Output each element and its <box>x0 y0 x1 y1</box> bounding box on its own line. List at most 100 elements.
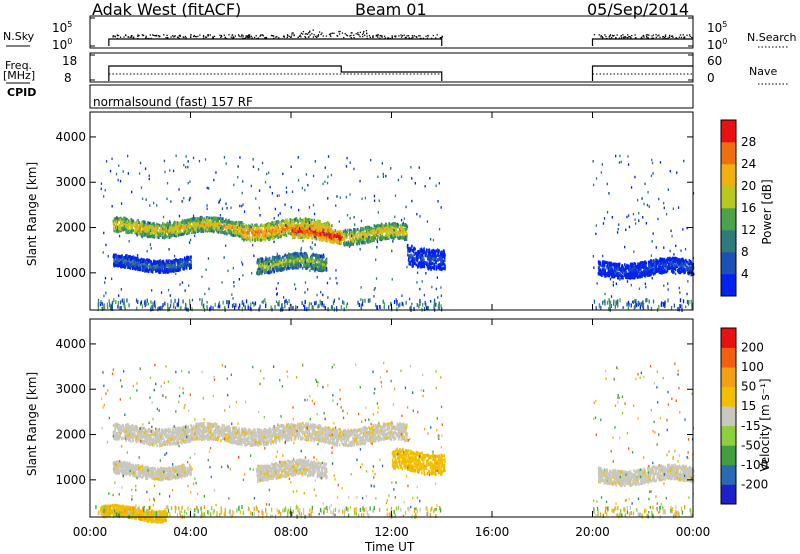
data-cell <box>312 259 315 263</box>
data-cell <box>146 264 148 268</box>
data-cell <box>152 268 154 271</box>
nsky-point <box>413 35 415 37</box>
data-cell <box>389 233 391 237</box>
data-cell <box>275 220 278 224</box>
data-cell <box>310 231 313 235</box>
data-cell <box>118 223 120 227</box>
data-cell <box>409 262 412 266</box>
data-cell <box>170 225 173 229</box>
data-cell <box>255 236 257 240</box>
data-cell <box>145 227 147 231</box>
data-cell <box>333 234 336 238</box>
nsky-point <box>253 36 256 39</box>
data-cell <box>118 229 121 232</box>
data-cell <box>344 228 347 232</box>
data-cell <box>301 253 304 256</box>
nsky-point <box>305 33 307 35</box>
data-cell <box>146 225 148 229</box>
data-cell <box>117 258 120 262</box>
data-cell <box>171 269 173 273</box>
data-cell <box>305 230 307 234</box>
data-cell <box>231 222 234 226</box>
data-cell <box>241 235 243 239</box>
data-cell <box>423 257 425 261</box>
nsky-point <box>598 34 600 36</box>
data-cell <box>165 268 168 272</box>
data-cell <box>183 220 186 224</box>
data-cell <box>354 231 356 235</box>
data-cell <box>206 216 208 219</box>
data-cell <box>312 265 315 269</box>
data-cell <box>183 264 186 268</box>
data-cell <box>132 219 135 223</box>
data-cell <box>181 260 184 264</box>
nsky-point <box>426 37 429 39</box>
data-cell <box>355 237 357 241</box>
data-cell <box>174 224 176 228</box>
data-cell <box>139 260 142 264</box>
data-cell <box>229 226 232 230</box>
nsky-point <box>248 36 250 39</box>
data-cell <box>411 264 414 268</box>
data-cell <box>139 226 141 230</box>
nsky-point <box>368 35 371 37</box>
data-cell <box>318 262 320 266</box>
data-cell <box>157 236 160 239</box>
nsky-point <box>441 35 443 37</box>
data-cell <box>178 262 181 266</box>
nsky-point <box>366 32 368 34</box>
data-cell <box>320 258 323 262</box>
data-cell <box>138 223 141 227</box>
data-cell <box>180 226 183 230</box>
data-cell <box>428 265 431 269</box>
data-cell <box>281 266 283 270</box>
data-cell <box>262 236 265 240</box>
nsky-point <box>663 36 665 38</box>
nsky-point <box>275 36 277 38</box>
data-cell <box>307 220 309 224</box>
data-cell <box>265 232 268 236</box>
data-cell <box>382 236 385 240</box>
data-cell <box>170 259 172 263</box>
nsky-point <box>231 34 233 36</box>
data-cell <box>337 231 340 235</box>
data-cell <box>431 249 433 253</box>
data-cell <box>323 255 325 259</box>
data-cell <box>266 257 269 261</box>
nsky-point <box>212 37 214 39</box>
data-cell <box>188 222 191 226</box>
nsky-point <box>288 35 290 37</box>
data-cell <box>164 266 167 270</box>
data-cell <box>254 232 257 236</box>
data-cell <box>189 217 192 221</box>
nsky-point <box>248 35 250 37</box>
data-cell <box>272 267 274 271</box>
data-cell <box>174 220 176 224</box>
data-cell <box>139 266 142 270</box>
data-cell <box>322 236 324 239</box>
nsky-point <box>114 36 116 38</box>
nsky-point <box>672 36 674 38</box>
data-cell <box>119 225 121 228</box>
data-cell <box>302 260 305 264</box>
data-cell <box>319 268 322 272</box>
data-cell <box>315 237 318 241</box>
nsky-point <box>686 34 688 36</box>
nsky-point <box>651 37 653 39</box>
nsky-point <box>309 31 311 33</box>
data-cell <box>154 265 156 269</box>
data-cell <box>283 231 285 235</box>
data-cell <box>127 264 130 268</box>
data-cell <box>429 257 431 261</box>
data-cell <box>359 229 362 233</box>
data-cell <box>141 221 143 225</box>
data-cell <box>149 263 152 267</box>
data-cell <box>297 259 300 263</box>
data-cell <box>442 255 444 259</box>
nsky-point <box>306 33 309 35</box>
data-cell <box>351 233 354 236</box>
data-cell <box>326 239 328 243</box>
data-cell <box>323 232 326 236</box>
data-cell <box>215 223 217 227</box>
data-cell <box>442 259 445 263</box>
